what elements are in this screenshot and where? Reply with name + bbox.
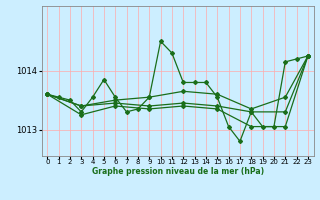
X-axis label: Graphe pression niveau de la mer (hPa): Graphe pression niveau de la mer (hPa) (92, 167, 264, 176)
